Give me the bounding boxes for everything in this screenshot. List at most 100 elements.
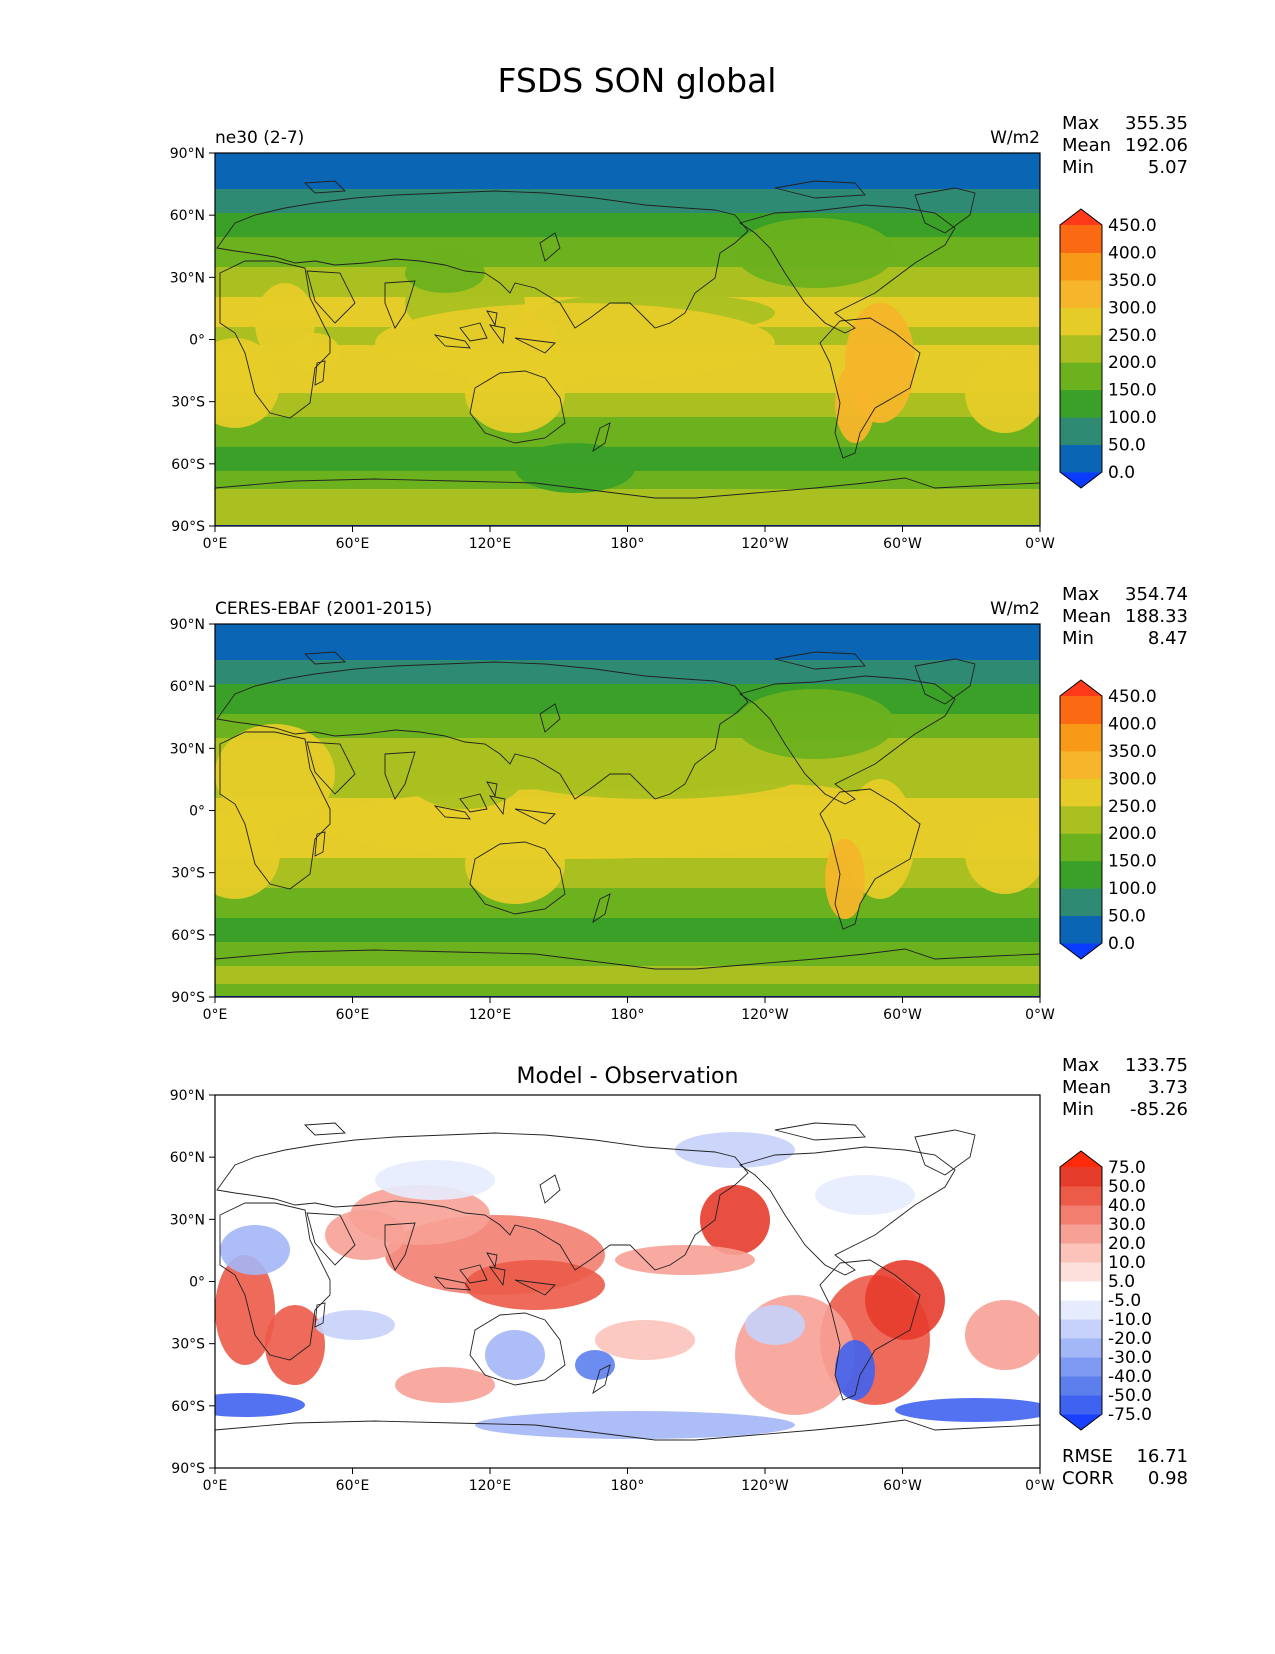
- zonal-band: [215, 477, 1040, 484]
- colorbar-tick-label: 5.0: [1108, 1272, 1135, 1292]
- colorbar-band: [1060, 696, 1102, 724]
- zonal-band: [215, 195, 1040, 202]
- regional-patch: [825, 839, 865, 919]
- x-tick-label: 0°E: [203, 536, 228, 552]
- zonal-band: [215, 507, 1040, 514]
- zonal-band: [215, 738, 1040, 745]
- stat-value: 3.73: [1148, 1077, 1188, 1098]
- regional-patch: [505, 749, 805, 799]
- panel-units-label: W/m2: [990, 128, 1040, 148]
- zonal-band: [215, 900, 1040, 907]
- y-tick-label: 30°S: [171, 866, 205, 882]
- zonal-band: [215, 948, 1040, 955]
- anomaly-blob: [865, 1260, 945, 1340]
- zonal-band: [215, 864, 1040, 871]
- colorbar-tick-label: 350.0: [1108, 271, 1157, 291]
- footer-stat-label: RMSE: [1062, 1446, 1113, 1467]
- colorbar-tick-label: 450.0: [1108, 687, 1157, 707]
- zonal-band: [215, 696, 1040, 703]
- zonal-band: [215, 726, 1040, 733]
- regional-patch: [215, 809, 280, 899]
- zonal-band: [215, 888, 1040, 895]
- colorbar-band: [1060, 1376, 1102, 1396]
- y-tick-label: 0°: [189, 804, 205, 820]
- colorbar-tick-label: 30.0: [1108, 1215, 1146, 1235]
- y-tick-label: 60°S: [171, 1399, 205, 1415]
- zonal-band: [215, 672, 1040, 679]
- colorbar-band: [1060, 252, 1102, 281]
- zonal-band: [215, 972, 1040, 979]
- y-tick-label: 60°S: [171, 457, 205, 473]
- regional-patch: [405, 253, 485, 293]
- x-tick-label: 120°E: [469, 1007, 512, 1023]
- zonal-band: [215, 405, 1040, 412]
- zonal-band: [215, 237, 1040, 244]
- zonal-band: [215, 912, 1040, 919]
- anomaly-blob: [215, 1393, 305, 1417]
- footer-stat-value: 0.98: [1148, 1468, 1188, 1489]
- y-tick-label: 0°: [189, 1275, 205, 1291]
- regional-patch: [215, 338, 280, 428]
- panel-left-label: ne30 (2-7): [215, 128, 304, 148]
- zonal-band: [215, 936, 1040, 943]
- x-tick-label: 0°W: [1025, 1478, 1055, 1494]
- footer-stat-value: 16.71: [1136, 1446, 1188, 1467]
- colorbar-band: [1060, 915, 1102, 944]
- regional-patch: [290, 333, 340, 373]
- colorbar-tick-label: 150.0: [1108, 381, 1157, 401]
- zonal-band: [215, 882, 1040, 889]
- zonal-band: [215, 231, 1040, 238]
- zonal-band: [215, 387, 1040, 394]
- stat-value: 133.75: [1125, 1055, 1188, 1076]
- colorbar-tick-label: 100.0: [1108, 408, 1157, 428]
- stat-value: -85.26: [1130, 1099, 1188, 1120]
- colorbar-band: [1060, 444, 1102, 473]
- colorbar-outline: [1059, 679, 1103, 960]
- anomaly-blob: [675, 1132, 795, 1168]
- colorbar-extend-min: [1060, 472, 1102, 488]
- footer-stat-label: CORR: [1062, 1468, 1114, 1489]
- colorbar-band: [1060, 417, 1102, 446]
- colorbar-outline: [1059, 208, 1103, 489]
- colorbar-band: [1060, 1281, 1102, 1301]
- x-tick-label: 180°: [611, 536, 645, 552]
- map-field: [215, 1095, 1040, 1468]
- colorbar-tick-label: -50.0: [1108, 1386, 1152, 1406]
- stat-label: Min: [1062, 628, 1094, 649]
- anomaly-blob: [965, 1300, 1040, 1370]
- colorbar-band: [1060, 1319, 1102, 1339]
- stat-label: Min: [1062, 157, 1094, 178]
- zonal-band: [215, 978, 1040, 985]
- colorbar-band: [1060, 833, 1102, 862]
- colorbar-band: [1060, 750, 1102, 779]
- colorbar-tick-label: -5.0: [1108, 1291, 1141, 1311]
- anomaly-blob: [615, 1245, 755, 1275]
- regional-patch: [215, 724, 335, 824]
- zonal-band: [215, 636, 1040, 643]
- regional-patch: [835, 363, 875, 443]
- zonal-band: [215, 159, 1040, 166]
- colorbar-tick-label: 100.0: [1108, 879, 1157, 899]
- zonal-band: [215, 201, 1040, 208]
- colorbar-band: [1060, 1338, 1102, 1358]
- x-tick-label: 120°W: [741, 1007, 789, 1023]
- colorbar-tick-label: 450.0: [1108, 216, 1157, 236]
- colorbar-tick-label: -10.0: [1108, 1310, 1152, 1330]
- x-tick-label: 120°W: [741, 536, 789, 552]
- y-tick-label: 30°N: [170, 741, 205, 757]
- map-panel-0: 90°N 60°N 30°N 0° 30°S 60°S 90°S0°E 60°E 120°E 18…: [170, 113, 1188, 552]
- zonal-band: [215, 690, 1040, 697]
- y-tick-label: 30°N: [170, 1212, 205, 1228]
- x-tick-label: 120°E: [469, 1478, 512, 1494]
- stat-label: Max: [1062, 1055, 1100, 1076]
- x-tick-label: 60°E: [336, 536, 370, 552]
- zonal-band: [215, 261, 1040, 268]
- colorbar-band: [1060, 1205, 1102, 1225]
- x-tick-label: 60°E: [336, 1007, 370, 1023]
- colorbar-band: [1060, 778, 1102, 807]
- colorbar-band: [1060, 307, 1102, 336]
- anomaly-blob: [835, 1340, 875, 1400]
- x-tick-label: 0°W: [1025, 1007, 1055, 1023]
- colorbar-band: [1060, 1186, 1102, 1206]
